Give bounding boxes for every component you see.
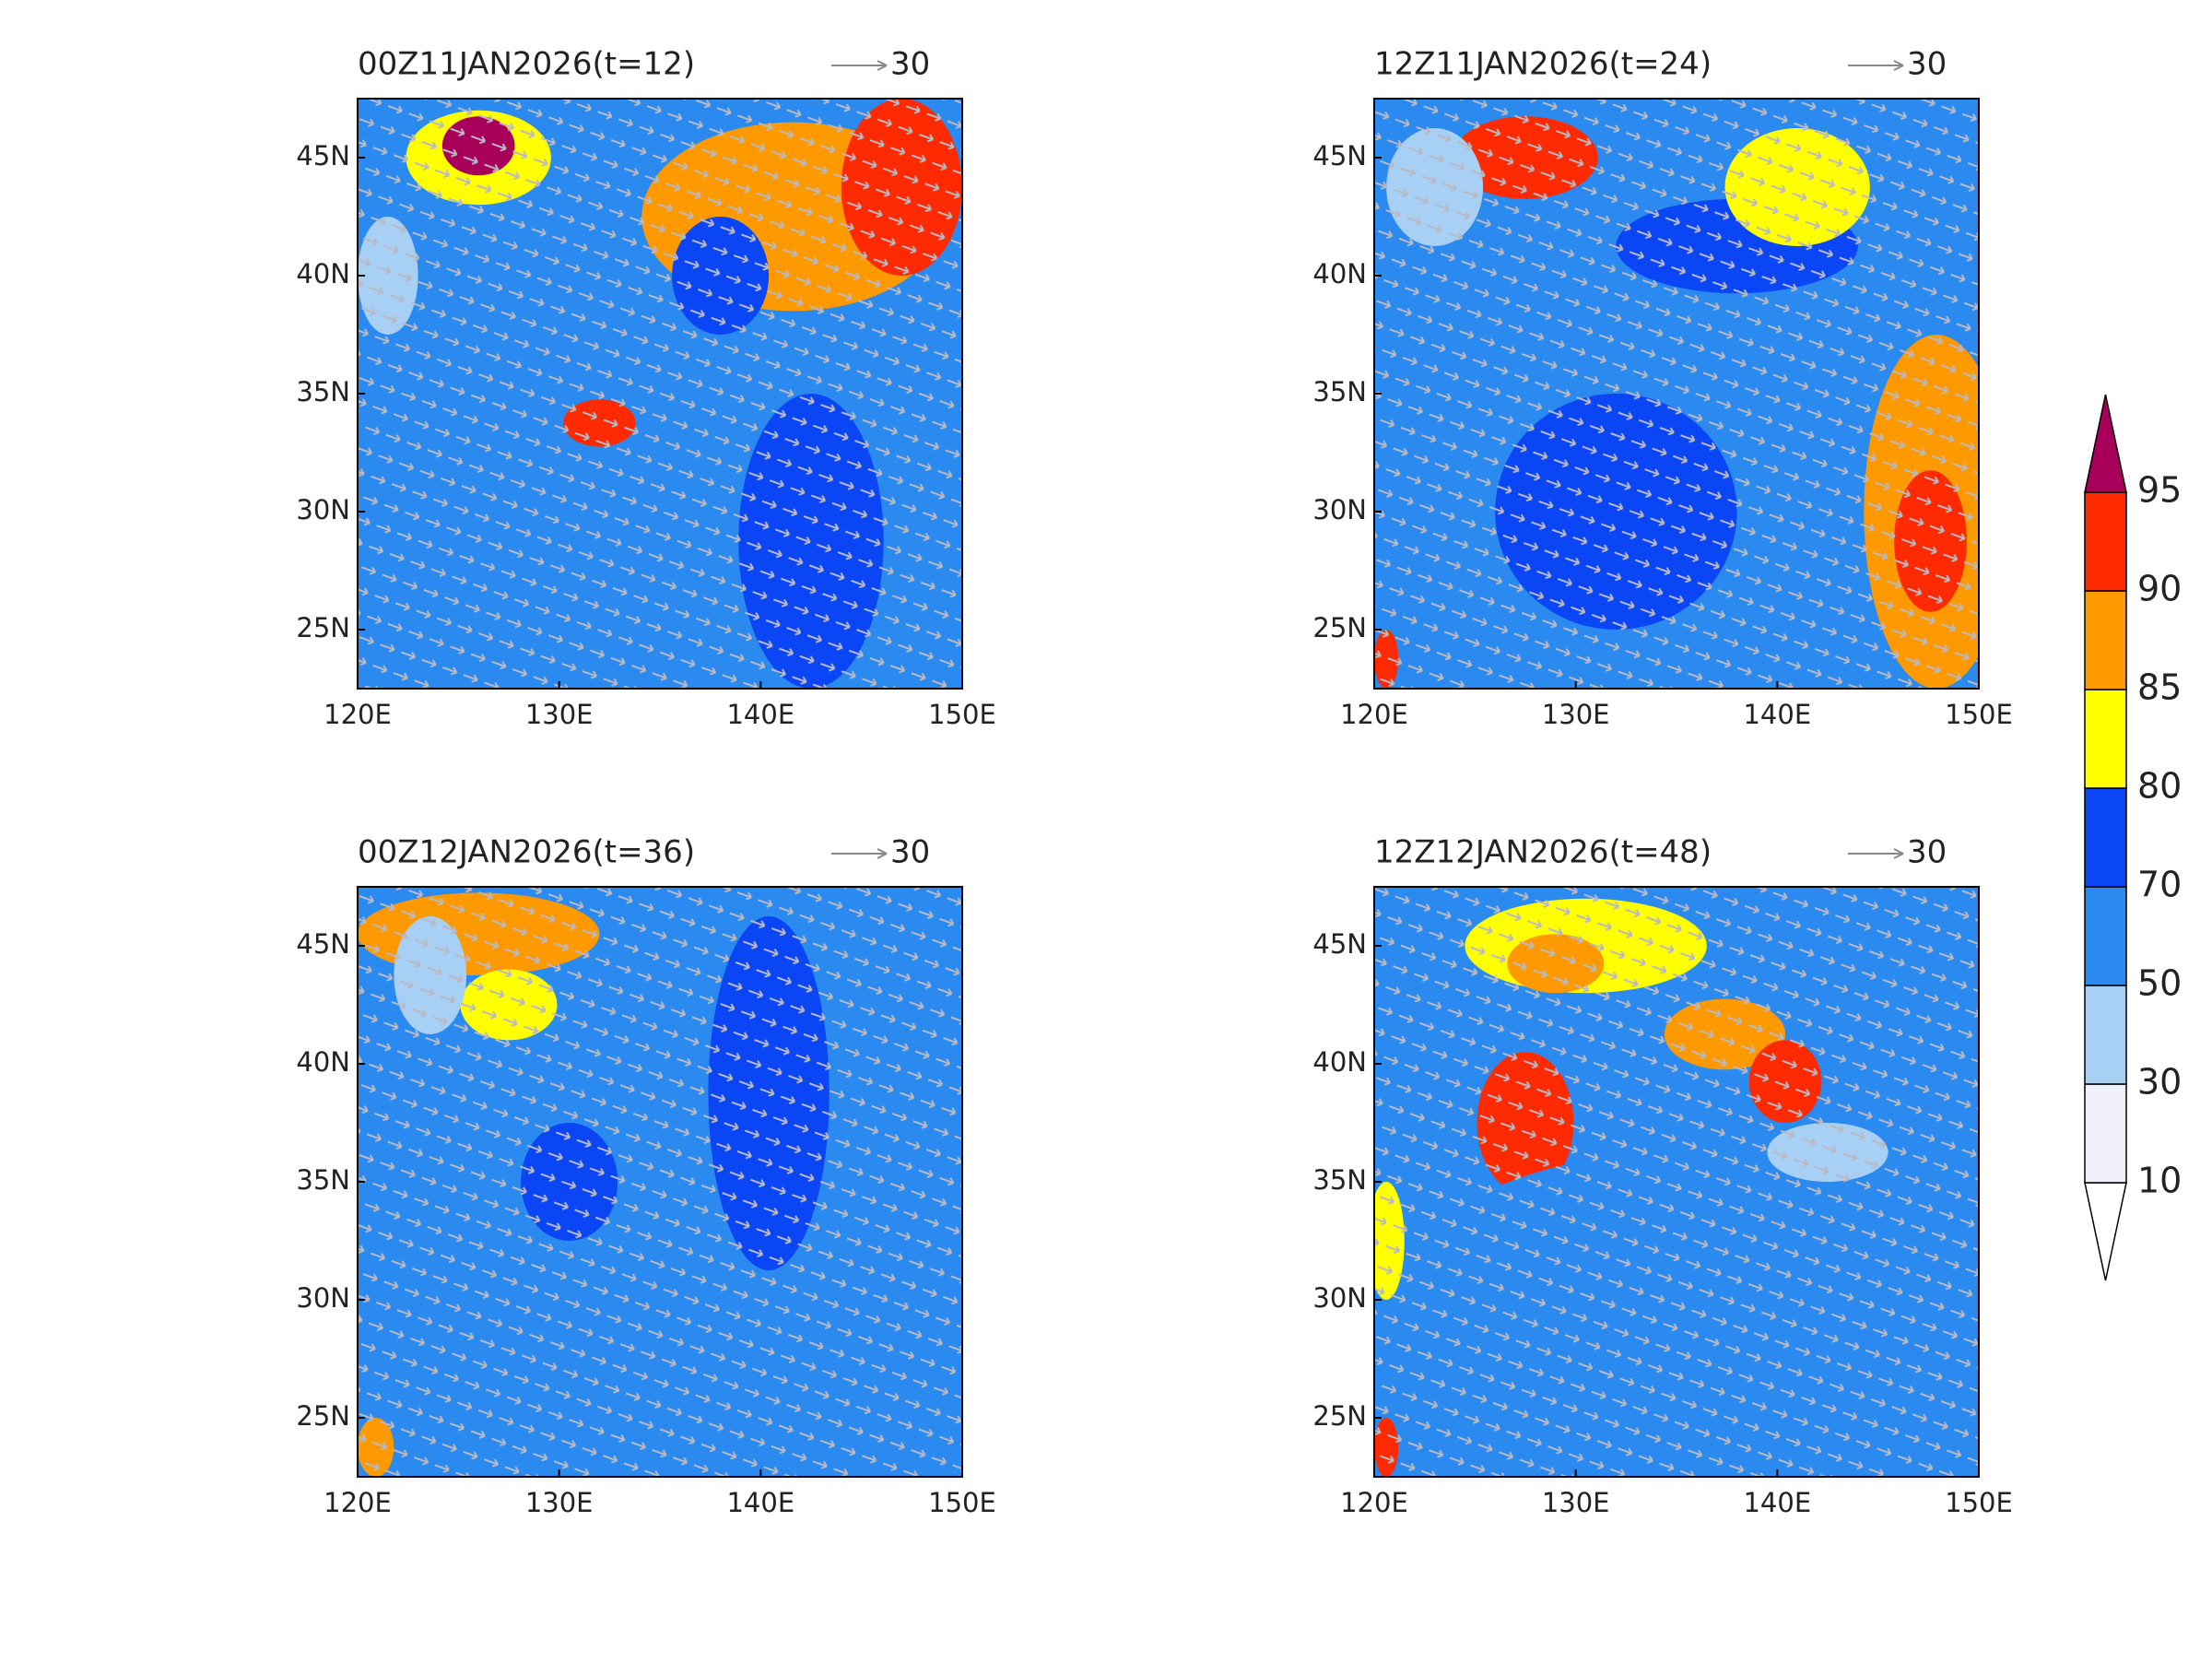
y-tick-label: 25N <box>1312 612 1367 643</box>
colorbar-label: 90 <box>2137 569 2182 609</box>
reference-label: 30 <box>890 46 930 83</box>
y-tick-label: 25N <box>296 612 350 643</box>
map-panel: 12Z12JAN2026(t=48) 30 120E 130E 140E 150E 45N 4… <box>1312 834 2012 1519</box>
y-tick-label: 45N <box>1312 928 1367 960</box>
x-tick-label: 120E <box>324 699 392 730</box>
map-field <box>1374 99 1979 689</box>
y-tick-label: 30N <box>296 1282 350 1314</box>
colorbar-label: 50 <box>2137 963 2182 1004</box>
y-tick-label: 25N <box>296 1400 350 1432</box>
colorbar-label: 10 <box>2137 1161 2182 1201</box>
x-tick-label: 120E <box>1340 1487 1408 1518</box>
x-tick-label: 120E <box>1340 699 1408 730</box>
colorbar-box <box>2084 590 2127 690</box>
y-tick-label: 40N <box>1312 258 1367 289</box>
y-tick-label: 30N <box>296 494 350 525</box>
reference-label: 30 <box>1907 46 1947 83</box>
colorbar-label: 95 <box>2137 470 2182 511</box>
reference-arrow-head <box>877 60 888 71</box>
colorbar-label: 85 <box>2137 667 2182 708</box>
map-field <box>1374 887 1979 1477</box>
x-tick-label: 130E <box>525 1487 594 1518</box>
wind-vectors <box>1374 887 1979 1477</box>
reference-arrow-head <box>1893 60 1904 71</box>
colorbar-label: 80 <box>2137 766 2182 807</box>
y-tick-label: 30N <box>1312 1282 1367 1314</box>
reference-label: 30 <box>890 834 930 871</box>
y-tick-label: 45N <box>1312 140 1367 171</box>
colorbar: 10 30 50 70 80 85 90 95 <box>2084 394 2182 1281</box>
colorbar-low <box>2084 1182 2127 1281</box>
y-tick-label: 45N <box>296 140 350 171</box>
y-tick-label: 35N <box>296 1164 350 1196</box>
reference-arrow-head <box>877 848 888 859</box>
wind-vectors <box>358 887 962 1477</box>
map-field <box>358 887 962 1477</box>
x-tick-label: 140E <box>1743 1487 1811 1518</box>
y-tick-label: 40N <box>1312 1046 1367 1078</box>
colorbar-box <box>2084 1083 2127 1184</box>
colorbar-box <box>2084 787 2127 888</box>
y-tick-label: 40N <box>296 1046 350 1078</box>
map-panel: 00Z12JAN2026(t=36) 30 120E 130E 140E 150E 45N 4… <box>296 834 995 1519</box>
colorbar-box <box>2084 985 2127 1085</box>
colorbar-box <box>2084 886 2127 986</box>
panel-title: 00Z11JAN2026(t=12) <box>358 46 695 83</box>
x-tick-label: 130E <box>525 699 594 730</box>
x-tick-label: 150E <box>1945 1487 2013 1518</box>
y-tick-label: 30N <box>1312 494 1367 525</box>
map-panel: 12Z11JAN2026(t=24) 30 120E 130E 140E 150E 45N 4… <box>1312 46 2012 731</box>
y-tick-label: 35N <box>1312 1164 1367 1196</box>
colorbar-box <box>2084 689 2127 789</box>
reference-arrow-head <box>1893 848 1904 859</box>
x-tick-label: 150E <box>1945 699 2013 730</box>
colorbar-box <box>2084 491 2127 592</box>
wind-vectors <box>358 99 962 689</box>
x-tick-label: 120E <box>324 1487 392 1518</box>
y-tick-label: 45N <box>296 928 350 960</box>
wind-vectors <box>1374 99 1979 689</box>
x-tick-label: 150E <box>928 699 996 730</box>
x-tick-label: 140E <box>726 699 794 730</box>
panel-title: 12Z11JAN2026(t=24) <box>1374 46 1712 83</box>
y-tick-label: 35N <box>1312 376 1367 407</box>
x-tick-label: 130E <box>1542 699 1610 730</box>
x-tick-label: 150E <box>928 1487 996 1518</box>
panel-title: 12Z12JAN2026(t=48) <box>1374 834 1712 871</box>
x-tick-label: 140E <box>1743 699 1811 730</box>
colorbar-label: 70 <box>2137 865 2182 905</box>
map-field <box>358 99 962 689</box>
y-tick-label: 25N <box>1312 1400 1367 1432</box>
x-tick-label: 140E <box>726 1487 794 1518</box>
y-tick-label: 35N <box>296 376 350 407</box>
colorbar-label: 30 <box>2137 1062 2182 1103</box>
colorbar-high <box>2084 394 2127 493</box>
y-tick-label: 40N <box>296 258 350 289</box>
reference-label: 30 <box>1907 834 1947 871</box>
x-tick-label: 130E <box>1542 1487 1610 1518</box>
panel-title: 00Z12JAN2026(t=36) <box>358 834 695 871</box>
map-panel: 00Z11JAN2026(t=12) 30 120E 130E 140E 150E 45N 4… <box>296 46 995 731</box>
